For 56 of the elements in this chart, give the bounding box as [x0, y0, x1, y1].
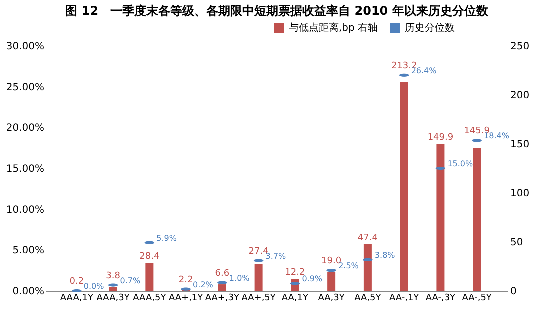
- y-tick-label: 10.00%: [6, 204, 44, 216]
- y2-tick-label: 0: [510, 286, 517, 298]
- bar: [328, 272, 336, 291]
- data-label: 149.9: [428, 133, 454, 144]
- chart-title: 图 12 一季度末各等级、各期限中短期票据收益率自 2010 年以来历史分位数: [66, 4, 490, 18]
- legend-label: 与低点距离,bp 右轴: [289, 22, 378, 34]
- x-tick-label: AAA,1Y: [60, 294, 94, 304]
- legend-label: 历史分位数: [405, 22, 455, 34]
- data-label: 18.4%: [484, 132, 510, 141]
- data-label: 3.8%: [374, 250, 396, 260]
- x-tick-label: AA,1Y: [282, 294, 310, 304]
- data-label: 3.8: [106, 271, 121, 282]
- data-label: 0.0%: [84, 282, 105, 291]
- y-tick-label: 0.00%: [12, 286, 44, 298]
- data-label: 28.4: [140, 252, 160, 262]
- x-tick-label: AA,3Y: [318, 294, 346, 304]
- y-tick-label: 30.00%: [6, 42, 44, 52]
- y2-tick-label: 250: [510, 42, 530, 52]
- x-tick-label: AA+,5Y: [242, 294, 276, 304]
- bar: [146, 263, 154, 291]
- x-tick-label: AAA,3Y: [96, 294, 130, 304]
- y2-tick-label: 150: [510, 140, 530, 150]
- y-tick-label: 5.00%: [12, 246, 44, 257]
- data-label: 0.2%: [193, 280, 214, 290]
- x-tick-label: AA,5Y: [354, 294, 382, 304]
- data-label: 2.2: [178, 275, 194, 286]
- y2-tick-label: 50: [510, 238, 524, 248]
- data-label: 3.7%: [266, 252, 287, 261]
- bar: [364, 244, 372, 291]
- bar: [436, 144, 445, 291]
- x-tick-label: AA+,3Y: [205, 294, 240, 304]
- x-tick-label: AA-,3Y: [426, 294, 456, 304]
- x-tick-label: AAA,5Y: [133, 294, 167, 304]
- bar: [254, 264, 263, 291]
- x-tick-label: AA-,5Y: [462, 294, 492, 304]
- x-tick-label: AA-,1Y: [389, 294, 420, 304]
- y-tick-label: 20.00%: [6, 123, 44, 134]
- bar: [218, 284, 226, 291]
- x-tick-label: AA+,1Y: [168, 294, 204, 304]
- data-label: 47.4: [358, 234, 378, 244]
- bar: [400, 82, 408, 291]
- data-label: 26.4%: [411, 66, 438, 76]
- y2-tick-label: 100: [510, 188, 530, 200]
- data-label: 2.5%: [338, 262, 360, 271]
- data-label: 0.9%: [302, 274, 323, 284]
- data-label: 6.6: [215, 268, 230, 279]
- data-label: 0.7%: [120, 276, 142, 286]
- data-label: 1.0%: [229, 274, 250, 283]
- data-label: 5.9%: [156, 234, 178, 243]
- bar: [109, 287, 118, 291]
- bar: [473, 148, 482, 291]
- y-tick-label: 25.00%: [6, 82, 44, 94]
- y2-tick-label: 200: [510, 90, 530, 102]
- data-label: 0.2: [70, 277, 84, 287]
- data-label: 15.0%: [448, 160, 474, 168]
- y-tick-label: 15.00%: [6, 164, 44, 175]
